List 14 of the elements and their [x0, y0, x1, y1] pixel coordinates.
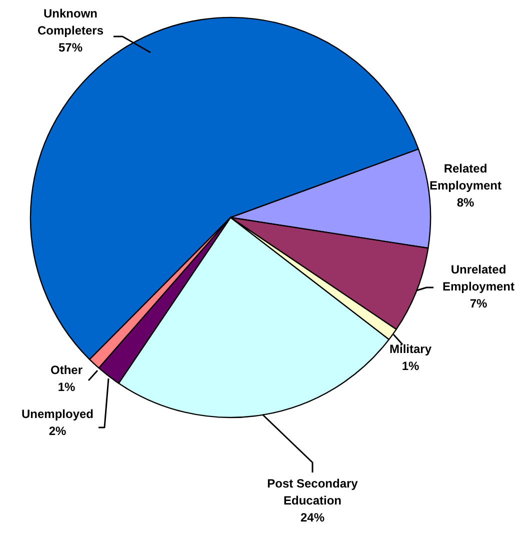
- data-label: 24%: [300, 510, 325, 524]
- slice-label: Unrelated Employment: [442, 262, 515, 294]
- data-label: 1%: [58, 380, 76, 394]
- slice-label: Post Secondary Education: [267, 476, 358, 508]
- slice-label: Related Employment: [429, 162, 502, 192]
- slice-label: Military: [389, 342, 432, 356]
- data-label: 57%: [58, 40, 83, 54]
- data-label: 8%: [456, 195, 474, 210]
- slice-label: Unknown Completers: [37, 6, 104, 38]
- slice-label: Other: [50, 363, 83, 378]
- data-label: 1%: [402, 358, 420, 373]
- slice-label: Unemployed: [21, 407, 94, 422]
- data-label: 2%: [48, 424, 66, 438]
- data-label: 7%: [470, 296, 488, 310]
